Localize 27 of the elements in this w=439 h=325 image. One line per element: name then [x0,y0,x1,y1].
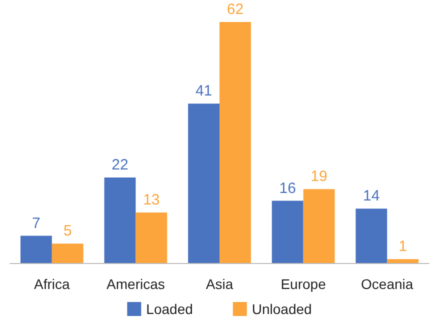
bar [220,22,251,263]
data-label: 5 [63,222,72,240]
bar [356,208,388,263]
legend-label: Loaded [146,301,193,317]
legend-label: Unloaded [252,301,312,317]
bar [272,200,304,263]
bar [136,212,168,263]
data-label: 1 [398,238,407,256]
x-tick-label: Oceania [361,276,414,292]
bar [20,236,52,263]
bar [188,104,220,263]
x-tick-label: Europe [280,276,326,292]
x-tick-label: Asia [206,276,234,292]
data-label: 62 [226,1,244,18]
bar [104,177,136,263]
data-label: 14 [363,188,380,205]
data-label: 41 [195,82,212,100]
data-label: 13 [143,191,160,208]
data-label: 22 [112,156,128,174]
x-tick-label: Africa [34,276,70,292]
data-label: 7 [32,214,40,232]
bar [387,259,419,263]
data-label: 16 [279,180,296,197]
data-label: 19 [310,168,328,186]
x-tick-label: Americas [106,276,165,292]
bar [52,244,84,263]
bar [303,189,335,263]
